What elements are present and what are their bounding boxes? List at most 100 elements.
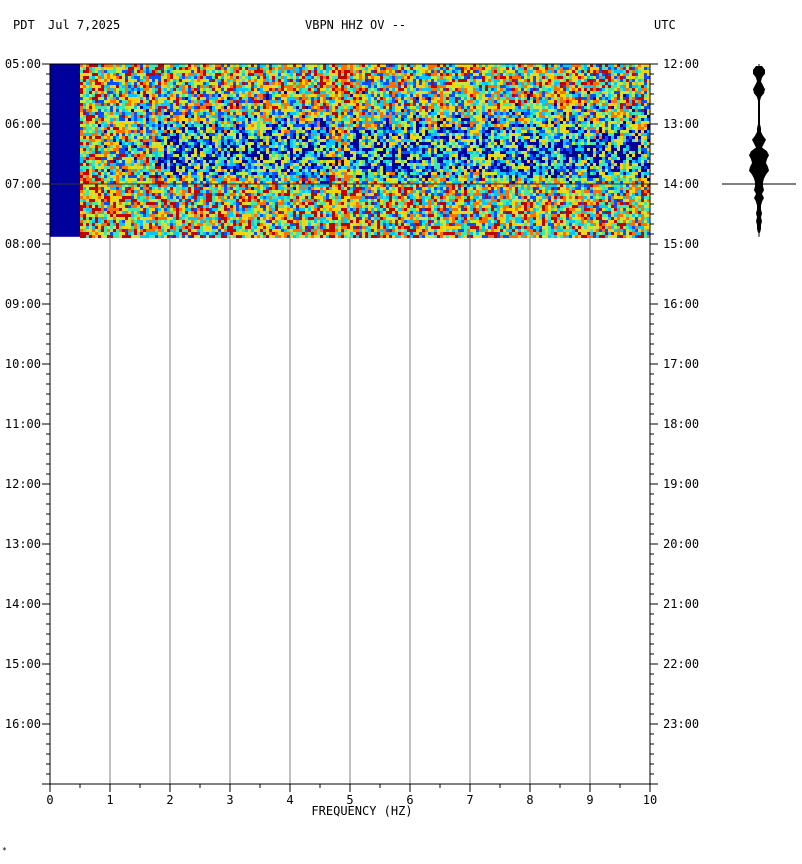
spectrogram-cell bbox=[329, 85, 332, 88]
spectrogram-cell bbox=[236, 136, 239, 139]
spectrogram-cell bbox=[560, 91, 563, 94]
spectrogram-cell bbox=[284, 94, 287, 97]
spectrogram-cell bbox=[254, 91, 257, 94]
spectrogram-cell bbox=[215, 103, 218, 106]
spectrogram-cell bbox=[242, 100, 245, 103]
spectrogram-cell bbox=[335, 130, 338, 133]
spectrogram-cell bbox=[581, 88, 584, 91]
spectrogram-cell bbox=[572, 73, 575, 76]
spectrogram-cell bbox=[80, 106, 83, 109]
spectrogram-cell bbox=[530, 79, 533, 82]
spectrogram-cell bbox=[395, 136, 398, 139]
spectrogram-cell bbox=[311, 124, 314, 127]
spectrogram-cell bbox=[383, 91, 386, 94]
spectrogram-cell bbox=[128, 76, 131, 79]
spectrogram-cell bbox=[119, 103, 122, 106]
spectrogram-cell bbox=[116, 91, 119, 94]
spectrogram-cell bbox=[356, 103, 359, 106]
spectrogram-cell bbox=[287, 79, 290, 82]
spectrogram-cell bbox=[428, 97, 431, 100]
spectrogram-cell bbox=[164, 133, 167, 136]
spectrogram-cell bbox=[470, 70, 473, 73]
spectrogram-cell bbox=[212, 88, 215, 91]
spectrogram-cell bbox=[320, 91, 323, 94]
spectrogram-cell bbox=[170, 76, 173, 79]
spectrogram-cell bbox=[596, 139, 599, 142]
spectrogram-cell bbox=[515, 85, 518, 88]
spectrogram-cell bbox=[458, 76, 461, 79]
spectrogram-cell bbox=[302, 85, 305, 88]
spectrogram-cell bbox=[350, 76, 353, 79]
spectrogram-cell bbox=[305, 124, 308, 127]
spectrogram-cell bbox=[635, 124, 638, 127]
spectrogram-cell bbox=[212, 109, 215, 112]
spectrogram-cell bbox=[644, 118, 647, 121]
spectrogram-cell bbox=[347, 106, 350, 109]
spectrogram-cell bbox=[293, 100, 296, 103]
spectrogram-cell bbox=[110, 109, 113, 112]
spectrogram-cell bbox=[164, 118, 167, 121]
spectrogram-cell bbox=[587, 94, 590, 97]
spectrogram-cell bbox=[476, 85, 479, 88]
spectrogram-cell bbox=[380, 124, 383, 127]
spectrogram-cell bbox=[92, 97, 95, 100]
spectrogram-cell bbox=[176, 70, 179, 73]
spectrogram-cell bbox=[338, 112, 341, 115]
spectrogram-cell bbox=[125, 82, 128, 85]
spectrogram-cell bbox=[500, 115, 503, 118]
spectrogram-cell bbox=[566, 106, 569, 109]
spectrogram-cell bbox=[476, 136, 479, 139]
spectrogram-cell bbox=[98, 118, 101, 121]
spectrogram-cell bbox=[605, 67, 608, 70]
spectrogram-cell bbox=[530, 121, 533, 124]
spectrogram-cell bbox=[356, 67, 359, 70]
spectrogram-cell bbox=[572, 91, 575, 94]
spectrogram-cell bbox=[218, 76, 221, 79]
spectrogram-cell bbox=[143, 106, 146, 109]
spectrogram-cell bbox=[248, 85, 251, 88]
spectrogram-cell bbox=[140, 139, 143, 142]
spectrogram-cell bbox=[458, 124, 461, 127]
spectrogram-cell bbox=[410, 88, 413, 91]
spectrogram-cell bbox=[194, 103, 197, 106]
spectrogram-cell bbox=[584, 133, 587, 136]
spectrogram-cell bbox=[200, 67, 203, 70]
spectrogram-cell bbox=[572, 64, 575, 67]
spectrogram-cell bbox=[161, 79, 164, 82]
spectrogram-cell bbox=[95, 70, 98, 73]
spectrogram-cell bbox=[428, 136, 431, 139]
spectrogram-cell bbox=[371, 112, 374, 115]
spectrogram-cell bbox=[608, 112, 611, 115]
spectrogram-cell bbox=[407, 97, 410, 100]
spectrogram-cell bbox=[617, 103, 620, 106]
spectrogram-cell bbox=[572, 94, 575, 97]
spectrogram-cell bbox=[296, 91, 299, 94]
spectrogram-cell bbox=[446, 85, 449, 88]
spectrogram-cell bbox=[392, 85, 395, 88]
spectrogram-cell bbox=[443, 139, 446, 142]
spectrogram-cell bbox=[158, 133, 161, 136]
spectrogram-cell bbox=[596, 103, 599, 106]
spectrogram-cell bbox=[170, 79, 173, 82]
spectrogram-cell bbox=[368, 76, 371, 79]
spectrogram-cell bbox=[596, 130, 599, 133]
spectrogram-cell bbox=[128, 100, 131, 103]
spectrogram-cell bbox=[146, 88, 149, 91]
spectrogram-cell bbox=[116, 121, 119, 124]
spectrogram-cell bbox=[293, 115, 296, 118]
spectrogram-cell bbox=[338, 118, 341, 121]
spectrogram-cell bbox=[179, 142, 182, 145]
spectrogram-cell bbox=[230, 73, 233, 76]
spectrogram-cell bbox=[302, 133, 305, 136]
spectrogram-cell bbox=[425, 70, 428, 73]
spectrogram-cell bbox=[620, 127, 623, 130]
spectrogram-cell bbox=[554, 139, 557, 142]
spectrogram-cell bbox=[182, 127, 185, 130]
spectrogram-cell bbox=[470, 85, 473, 88]
spectrogram-cell bbox=[188, 82, 191, 85]
spectrogram-cell bbox=[206, 79, 209, 82]
spectrogram-cell bbox=[401, 97, 404, 100]
spectrogram-cell bbox=[383, 136, 386, 139]
spectrogram-cell bbox=[437, 103, 440, 106]
spectrogram-cell bbox=[632, 79, 635, 82]
